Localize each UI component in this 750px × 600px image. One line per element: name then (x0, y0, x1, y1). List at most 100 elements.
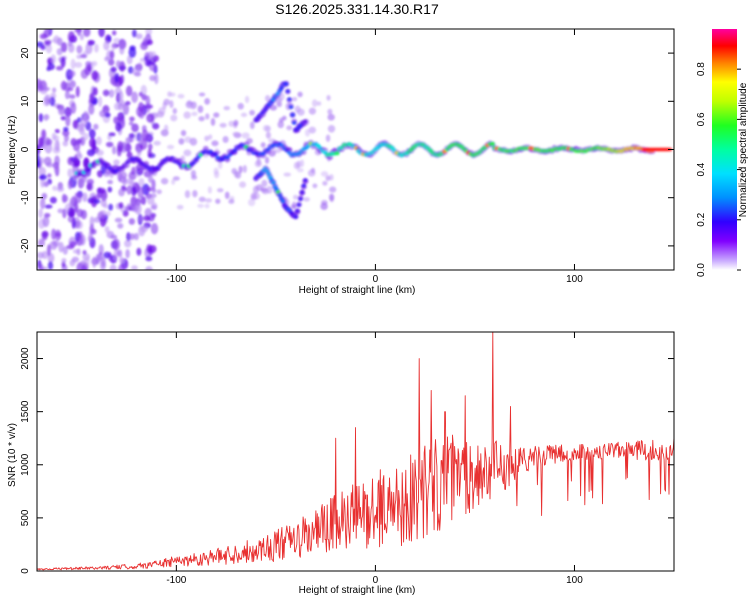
heatmap-cell (232, 131, 240, 137)
heatmap-cell (105, 141, 114, 148)
heatmap-cell (116, 250, 122, 257)
colorbar-gradient (712, 29, 737, 270)
heatmap-cell (172, 107, 178, 115)
heatmap-cell (172, 176, 180, 181)
heatmap-cell (327, 108, 333, 115)
heatmap-cell (146, 39, 153, 46)
heatmap-cell (148, 55, 154, 61)
heatmap-cell (322, 180, 328, 186)
heatmap-cell (280, 199, 286, 204)
heatmap-cell (204, 135, 210, 142)
heatmap-cell (138, 178, 145, 187)
heatmap-cell (113, 37, 121, 44)
heatmap-cell (208, 134, 213, 140)
heatmap-cell (76, 220, 84, 230)
snr-panel: -100 0 100 0 500 1000 1500 2000 Height of stra… (7, 331, 675, 596)
heatmap-cell (66, 244, 75, 250)
heatmap-cell (244, 95, 250, 104)
heatmap-cell (189, 137, 198, 146)
snr-x-axis-label: Height of straight line (km) (299, 585, 416, 596)
heatmap-cell (37, 137, 45, 148)
heatmap-cell (99, 260, 107, 270)
colorbar-tick-label: 0.0 (696, 263, 707, 277)
heatmap-cell (192, 189, 198, 198)
heatmap-cell (296, 168, 304, 173)
heatmap-cell (144, 51, 150, 62)
heatmap-cell (46, 138, 53, 146)
heatmap-cell (37, 41, 44, 48)
heatmap-cell (147, 148, 152, 158)
heatmap-cell (191, 175, 198, 180)
heatmap-cell (113, 116, 119, 124)
heatmap-cell (131, 201, 140, 213)
heatmap-cell (63, 134, 70, 142)
heatmap-cell (125, 136, 133, 144)
heatmap-cell (119, 258, 125, 263)
heatmap-cell (150, 204, 157, 210)
colorbar-label: Normalized spectral amplitude (738, 82, 749, 217)
heatmap-cell (143, 215, 151, 222)
heatmap-cell (83, 110, 89, 119)
colorbar-tick-label: 0.8 (696, 62, 707, 76)
heatmap-cell (300, 159, 305, 168)
heatmap-cell (99, 209, 107, 219)
heatmap-cell (41, 129, 47, 140)
heatmap-cell (106, 210, 111, 217)
heatmap-cell (126, 185, 132, 195)
heatmap-cell (38, 263, 44, 270)
heatmap-cell (129, 233, 135, 241)
heatmap-cell (64, 90, 70, 100)
heatmap-cell (223, 106, 231, 111)
heatmap-cell (142, 37, 147, 47)
heatmap-cell (80, 116, 88, 126)
heatmap-cell (52, 185, 58, 191)
heatmap-cell (94, 43, 99, 53)
heatmap-cell (184, 190, 191, 199)
heatmap-cell (131, 265, 138, 270)
heatmap-cell (235, 171, 242, 179)
heatmap-cell (51, 228, 57, 240)
heatmap-cell (283, 172, 292, 177)
heatmap-cell (295, 208, 300, 213)
heatmap-cell (228, 199, 235, 205)
heatmap-cell (38, 208, 44, 219)
heatmap-cell (328, 193, 335, 201)
heatmap-cell (53, 135, 60, 142)
spectrogram-x-tick-label: 0 (373, 274, 379, 285)
heatmap-cell (78, 178, 84, 189)
heatmap-cell (252, 185, 259, 194)
heatmap-cell (52, 87, 57, 93)
heatmap-cell (76, 45, 83, 54)
heatmap-cell (118, 76, 123, 87)
snr-y-tick-label: 1000 (20, 453, 31, 476)
heatmap-cell (57, 208, 64, 214)
heatmap-cell (113, 159, 120, 166)
heatmap-cell (50, 54, 57, 65)
heatmap-cell (149, 75, 157, 82)
heatmap-cell (264, 156, 270, 164)
heatmap-cell (83, 29, 91, 37)
heatmap-cell (45, 43, 53, 54)
heatmap-cell (110, 42, 116, 52)
heatmap-cell (131, 91, 138, 103)
heatmap-cell (73, 160, 81, 168)
heatmap-cell (118, 263, 126, 270)
heatmap-cell (326, 94, 331, 101)
spectrogram-x-axis-label: Height of straight line (km) (299, 285, 416, 296)
heatmap-cell (61, 257, 67, 264)
heatmap-cell (138, 91, 143, 97)
heatmap-cell (39, 174, 47, 181)
heatmap-cell (329, 186, 337, 193)
heatmap-cell (183, 149, 192, 157)
heatmap-cell (150, 212, 156, 218)
heatmap-cell (204, 203, 210, 209)
heatmap-cell (298, 197, 303, 202)
heatmap-cell (69, 80, 76, 88)
heatmap-cell (41, 231, 48, 241)
heatmap-cell (55, 65, 64, 71)
heatmap-cell (38, 157, 45, 164)
heatmap-cell (98, 244, 104, 256)
heatmap-cell (197, 105, 204, 114)
